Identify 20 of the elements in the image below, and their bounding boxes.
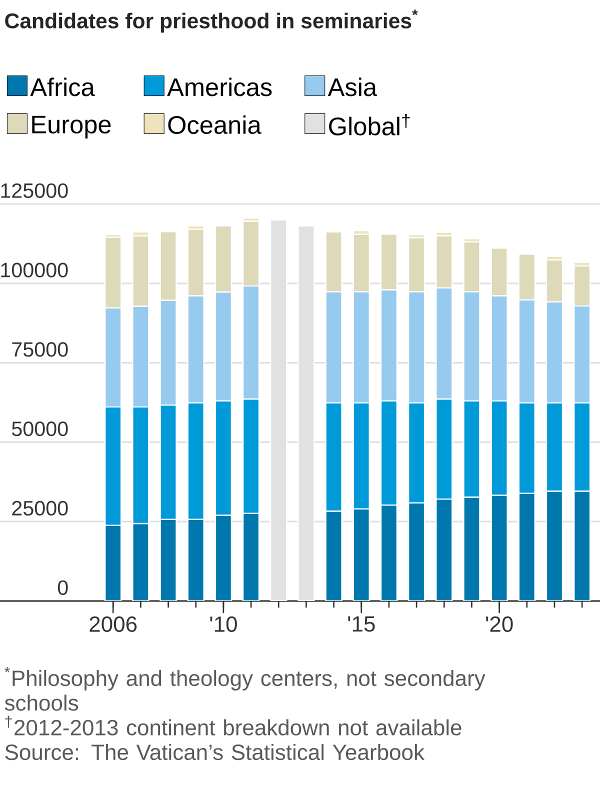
legend-label: Oceania (168, 115, 262, 134)
x-tick-label: '15 (348, 616, 375, 632)
text: $^{†}$2012-2013 continent breakdown not available (5, 716, 462, 736)
y-tick-label: 75000 (12, 342, 68, 357)
legend-label: Africa (30, 78, 95, 96)
text: $^{*}$Philosophy and theology centers, not secondary schools (4, 666, 486, 711)
y-tick-label: 125000 (1, 183, 68, 198)
legend-label: Global$^{†}$ (329, 114, 410, 136)
legend-label: Americas (167, 78, 272, 96)
y-tick-label: 100000 (1, 262, 68, 278)
y-tick-label: 25000 (12, 500, 68, 516)
chart-title: Candidates for priesthood in seminaries$^{*}$ (5, 10, 418, 33)
source-note: Source: The Vatican’s Statistical Yearbook (5, 744, 425, 760)
legend-label: Europe (32, 116, 111, 139)
x-tick-label: '20 (486, 616, 513, 632)
x-tick-label: '10 (210, 616, 237, 632)
legend-label: Asia (328, 78, 378, 96)
x-tick-label: 2006 (90, 616, 137, 632)
y-tick-label: 0 (58, 580, 68, 595)
y-tick-label: 50000 (12, 422, 68, 436)
